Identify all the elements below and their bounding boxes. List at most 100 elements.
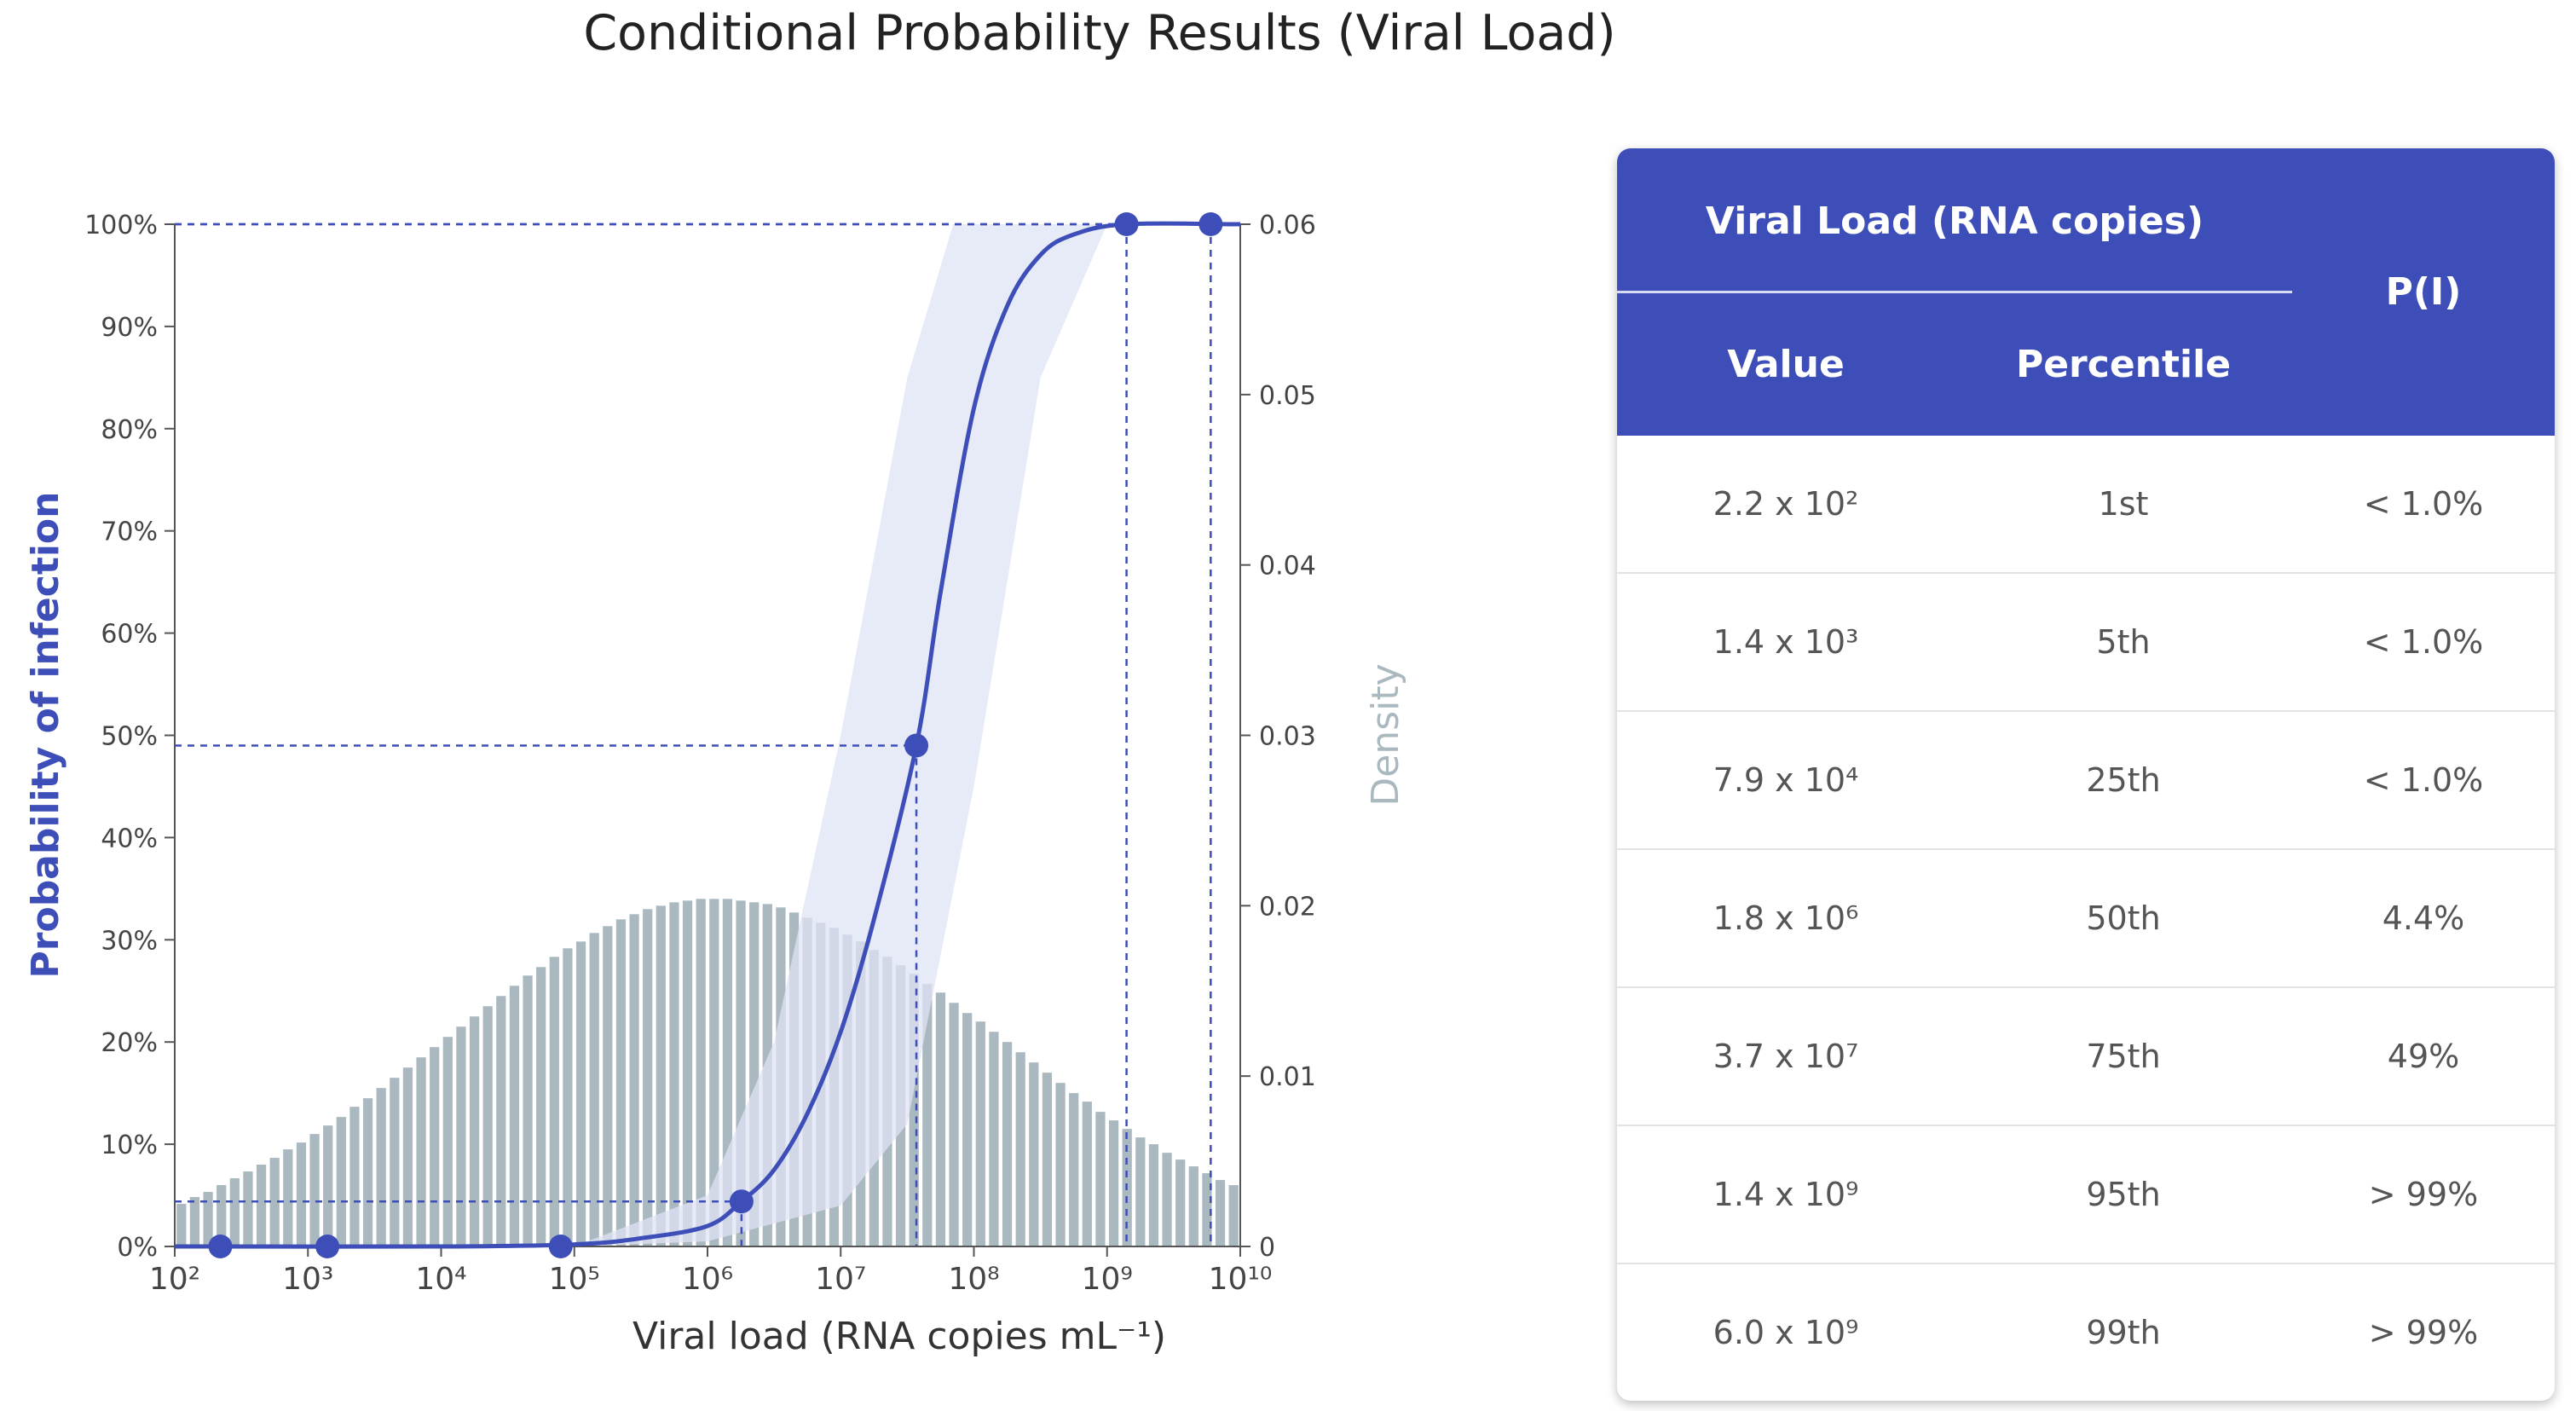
density-bar [536,967,546,1246]
x-tick-label: 10² [149,1262,200,1297]
table-header-percentile: Percentile [1955,293,2292,436]
y-tick-label-right: 0.02 [1259,892,1316,922]
density-bar [682,900,693,1246]
density-bar [402,1067,413,1246]
density-bar [949,1003,959,1246]
density-bar [935,992,946,1246]
cell-p: < 1.0% [2292,573,2555,712]
density-bar [523,975,533,1246]
density-bar [549,957,559,1246]
y-tick-label-right: 0.03 [1259,722,1316,752]
density-bar [1055,1083,1066,1246]
density-bars [176,899,1239,1246]
x-tick-label: 10⁵ [549,1262,600,1297]
density-bar [1215,1180,1226,1246]
density-bar [603,926,613,1246]
x-tick-label: 10⁷ [815,1262,866,1297]
y-tick-label-right: 0 [1259,1233,1275,1263]
density-bar [643,909,653,1246]
density-bar [442,1037,453,1246]
density-bar [229,1178,240,1246]
density-bar [1069,1093,1079,1246]
density-bar [1042,1073,1053,1246]
density-bar [1029,1062,1039,1246]
y-tick-label-left: 40% [101,824,158,853]
density-bar [1108,1120,1119,1246]
cell-value: 1.4 x 10³ [1617,573,1955,712]
density-bar [709,899,719,1246]
confidence-band-area [574,224,1107,1246]
x-tick-label: 10⁹ [1082,1262,1133,1297]
percentile-marker-1st [208,1235,233,1258]
x-tick-label: 10⁸ [948,1262,999,1297]
percentile-marker-5th [315,1235,340,1258]
density-bar [1188,1166,1198,1246]
cell-p: > 99% [2368,1314,2479,1351]
density-bar [243,1171,253,1246]
y-axis-right-label: Density [1364,663,1407,806]
density-bar [749,902,760,1246]
density-bar [722,899,733,1246]
density-bar [390,1078,400,1246]
table-row: 1.8 x 10⁶ 50th 4.4% [1617,849,2555,988]
results-table: Viral Load (RNA copies) P(I) Value Perce… [1617,148,2555,1401]
density-bar [1228,1185,1239,1246]
y-tick-label-left: 20% [101,1028,158,1058]
x-tick-label: 10⁴ [415,1262,466,1297]
density-bar [656,905,666,1246]
cell-percentile: 95th [1955,1125,2292,1264]
x-tick-label: 10¹⁰ [1209,1262,1273,1297]
cell-percentile: 75th [1955,987,2292,1126]
y-tick-label-right: 0.01 [1259,1062,1316,1092]
density-bar [1135,1137,1146,1246]
cell-p: 4.4% [2292,849,2555,988]
density-bar [615,919,627,1246]
y-tick-label-left: 60% [101,620,158,650]
density-bar [430,1047,440,1246]
density-bar [696,899,706,1246]
density-bar [349,1107,360,1246]
density-bar [922,984,933,1246]
density-bar [283,1149,293,1246]
chart: 0% 10% 20% 30% 40% 50% 60% 70% 80% 90% 100% 0 0.01 0.… [24,211,1407,1358]
cell-value: 3.7 x 10⁷ [1617,987,1955,1126]
cell-p: < 1.0% [2292,436,2555,574]
density-bar [189,1197,200,1246]
density-bar [269,1158,280,1246]
density-bar [336,1117,346,1246]
y-tick-label-left: 70% [101,518,158,547]
y-tick-label-left: 50% [101,722,158,752]
y-tick-label-left: 100% [84,211,158,240]
y-tick-label-right: 0.06 [1259,211,1316,240]
table-row: 1.4 x 10⁹ 95th > 99% [1617,1125,2555,1264]
cell-percentile: 1st [1955,436,2292,574]
axes: 0% 10% 20% 30% 40% 50% 60% 70% 80% 90% 100% 0 0.01 0.… [84,211,1316,1297]
x-axis-label: Viral load (RNA copies mL⁻¹) [632,1315,1166,1358]
table-row: 1.4 x 10³ 5th < 1.0% [1617,573,2555,712]
density-bar [669,902,679,1246]
y-tick-label-left: 90% [101,313,158,343]
cell-value: 7.9 x 10⁴ [1617,711,1955,850]
density-bar [469,1016,480,1246]
density-bar [482,1006,493,1246]
density-bar [589,933,599,1246]
density-bar [1148,1144,1159,1246]
confidence-band [574,224,1107,1246]
page-title: Conditional Probability Results (Viral L… [583,5,1616,61]
table-row: 6.0 x 10⁹ 99th > 99% [1617,1264,2555,1401]
density-bar [296,1142,307,1246]
y-tick-label-left: 10% [101,1131,158,1160]
percentile-marker-25th [548,1235,573,1258]
density-bar [309,1134,320,1246]
density-bar [736,900,746,1246]
y-tick-label-left: 80% [101,415,158,445]
density-bar [1082,1102,1092,1246]
density-bar [962,1013,973,1246]
density-bar [575,941,586,1246]
density-bar [376,1088,386,1246]
cell-value: 1.4 x 10⁹ [1617,1125,1955,1264]
density-bar [1095,1112,1106,1246]
density-bar [1175,1159,1186,1246]
percentile-marker-75th [904,733,929,758]
cell-value: 1.8 x 10⁶ [1617,849,1955,988]
